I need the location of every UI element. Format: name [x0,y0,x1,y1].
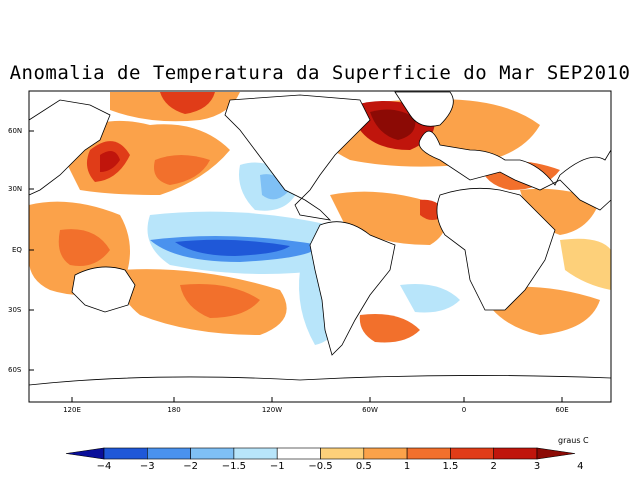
colorbar-tick-label: −1 [269,461,285,472]
eurasia [28,90,612,211]
japan-sea-inner [100,151,120,172]
south-america [309,221,396,356]
colorbar-units: graus C [558,436,589,445]
colorbar-tick-label: 1 [403,461,411,472]
south-atlantic-cool [400,284,460,313]
greenland-sea-inner [370,109,416,140]
africa [436,187,556,311]
map-title: Anomalia de Temperatura da Superficie do… [9,62,631,84]
map-frame [28,90,612,403]
colorbar-swatch-7 [363,447,408,460]
antarctica [28,375,612,403]
colorbar-swatch-10 [493,447,538,460]
lat-label-30n: 30N [8,185,23,193]
indian-ocean-warm [560,238,611,290]
colorbar-swatch-2 [147,447,191,460]
lon-label-120e: 120E [63,406,81,414]
lat-label-30s: 30S [8,306,22,314]
lon-label-180: 180 [167,406,181,414]
colorbar-tick-label: 3 [533,461,541,472]
colorbar [65,447,576,460]
bering-core [160,92,215,114]
colorbar-arrow-high [536,447,576,460]
colorbar-swatch-4 [233,447,278,460]
colorbar-tick-label: −4 [96,461,112,472]
colorbar-tick-label: 4 [577,461,584,472]
south-pacific-core [180,284,260,318]
colorbar-swatch-1 [103,447,148,460]
colorbar-swatch-5 [276,447,321,460]
lon-label-60w: 60W [362,406,378,414]
colorbar-swatch-3 [190,447,235,460]
colorbar-swatch-6 [320,447,365,460]
axis-ticks [29,130,563,402]
greenland [394,91,454,127]
north-pacific-core [154,155,210,185]
lon-label-0: 0 [461,406,467,414]
colorbar-tick-label: 0.5 [355,461,372,472]
colorbar-swatch-8 [406,447,451,460]
colorbar-tick-label: 1.5 [442,461,459,472]
colorbar-tick-label: 2 [490,461,497,472]
north-america [224,94,371,221]
continent-outlines [28,90,612,403]
colorbar-arrow-low [65,447,105,460]
lon-label-120w: 120W [261,406,283,414]
warm-pool-core [58,229,110,266]
la-nina-core [175,239,290,256]
colorbar-tick-label: −1.5 [221,461,247,472]
lat-label-eq: EQ [12,246,22,254]
colorbar-tick-label: −0.5 [308,461,333,472]
australia [71,266,136,313]
colorbar-swatch-9 [450,447,494,460]
lon-label-60e: 60E [555,406,569,414]
lat-label-60s: 60S [8,366,22,374]
colorbar-tick-label: −3 [139,461,155,472]
colorbar-tick-label: −2 [183,461,198,472]
lat-label-60n: 60N [8,127,23,135]
south-atlantic-warm [359,314,420,343]
california-cool-core [260,174,288,200]
